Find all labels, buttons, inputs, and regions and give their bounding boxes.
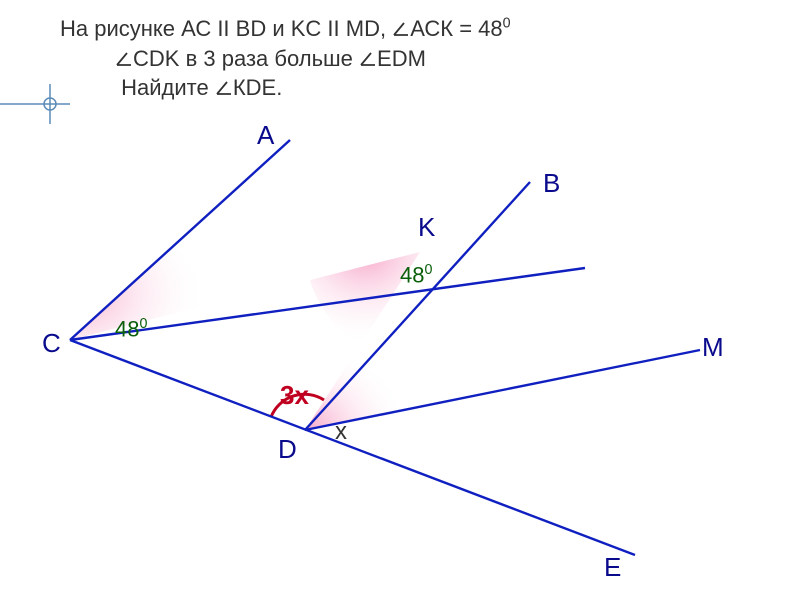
point-label-c: C: [42, 328, 61, 359]
angle-c-value: 48: [115, 316, 139, 341]
point-label-b: B: [543, 168, 560, 199]
point-label-k: K: [418, 212, 435, 243]
angle-k-sup: 0: [424, 262, 432, 278]
point-label-e: E: [604, 552, 621, 583]
angle-c-sup: 0: [139, 316, 147, 332]
point-label-a: A: [257, 120, 274, 151]
angle-label-c: 480: [115, 316, 147, 342]
point-label-d: D: [278, 434, 297, 465]
label-x: x: [335, 418, 347, 446]
angle-fill-d: [305, 342, 409, 430]
geometry-diagram: [0, 0, 800, 600]
label-3x: 3x: [280, 380, 309, 411]
angle-label-k: 480: [400, 262, 432, 288]
point-label-m: M: [702, 332, 724, 363]
angle-k-value: 48: [400, 262, 424, 287]
